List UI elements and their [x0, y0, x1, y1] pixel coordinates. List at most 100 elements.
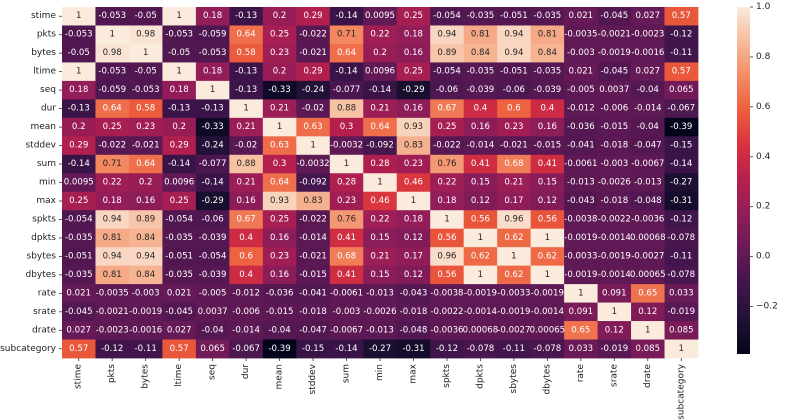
heatmap-cell-label: -0.021 — [299, 251, 327, 261]
heatmap-cell — [497, 302, 532, 322]
heatmap-cell-label: -0.013 — [366, 325, 394, 335]
heatmap-cell — [463, 265, 498, 285]
y-tick-label: min — [39, 178, 56, 188]
heatmap-cell-label: 1 — [76, 11, 81, 21]
heatmap-cell-label: 0.23 — [504, 122, 523, 132]
heatmap-cell — [664, 228, 699, 248]
heatmap-cell-label: -0.05 — [168, 48, 190, 58]
heatmap-cell-label: -0.003 — [600, 159, 628, 169]
heatmap-cell-label: -0.14 — [335, 11, 357, 21]
heatmap-cell — [497, 265, 532, 285]
heatmap-cell-label: 0.18 — [69, 85, 88, 95]
heatmap-cell — [530, 62, 565, 82]
heatmap-cell — [631, 265, 665, 285]
heatmap-cell-label: -0.31 — [670, 196, 692, 206]
heatmap-cell-label: -0.021 — [500, 141, 528, 151]
heatmap-cell — [162, 339, 197, 359]
heatmap-cell-label: -0.0016 — [129, 325, 162, 335]
heatmap-cell-label: -0.053 — [65, 30, 93, 40]
heatmap-cell-label: -0.048 — [634, 196, 662, 206]
heatmap-cell-label: 0.83 — [404, 141, 423, 151]
heatmap-cell-label: -0.0038 — [430, 288, 463, 298]
heatmap-cell-label: -0.035 — [165, 233, 193, 243]
heatmap-cell — [497, 136, 532, 156]
heatmap-cell-label: 0.76 — [437, 159, 456, 169]
heatmap-cell-label: 0.83 — [303, 196, 322, 206]
heatmap-cell — [631, 25, 665, 45]
heatmap-cell — [128, 117, 163, 137]
heatmap-cell-label: 0.2 — [373, 48, 387, 58]
heatmap-cell-label: 0.25 — [170, 196, 189, 206]
heatmap-cell-label: 0.085 — [635, 344, 660, 354]
heatmap-cell — [329, 210, 364, 230]
heatmap-cell-label: 0.84 — [538, 48, 557, 58]
heatmap-cell — [363, 154, 398, 174]
heatmap-cell — [62, 136, 96, 156]
heatmap-cell-label: -0.053 — [98, 67, 126, 77]
y-tick-label: bytes — [31, 48, 56, 58]
heatmap-cell — [229, 99, 264, 119]
heatmap-cell-label: 0.28 — [337, 178, 356, 188]
heatmap-cell — [95, 136, 130, 156]
heatmap-cell — [530, 302, 565, 322]
heatmap-cell — [564, 43, 598, 63]
heatmap-cell-label: 0.62 — [538, 251, 557, 261]
heatmap-cell — [195, 117, 230, 137]
heatmap-cell-label: 0.68 — [337, 251, 356, 261]
heatmap-cell — [530, 80, 565, 100]
heatmap-cell — [530, 136, 565, 156]
heatmap-cell-label: 0.57 — [170, 344, 189, 354]
heatmap-cell-label: 0.81 — [471, 30, 490, 40]
heatmap-cell — [664, 173, 699, 193]
x-tick-label: stddev — [308, 363, 318, 394]
heatmap-cell-label: -0.06 — [503, 85, 525, 95]
heatmap-cell-label: 0.4 — [239, 233, 253, 243]
heatmap-cell-label: -0.015 — [266, 307, 294, 317]
heatmap-cell — [262, 284, 297, 303]
heatmap-cell-label: 0.18 — [203, 67, 222, 77]
heatmap-cell — [262, 99, 297, 119]
heatmap-cell — [363, 339, 398, 359]
heatmap-cell-label: -0.13 — [235, 85, 257, 95]
heatmap-cell — [463, 339, 498, 359]
heatmap-cell-label: -0.005 — [199, 288, 227, 298]
heatmap-cell — [530, 43, 565, 63]
heatmap-cell-label: -0.018 — [600, 141, 628, 151]
heatmap-cell-label: -0.0027 — [497, 325, 530, 335]
heatmap-cell — [329, 80, 364, 100]
heatmap-cell — [530, 117, 565, 137]
heatmap-cell-label: 0.29 — [170, 141, 189, 151]
heatmap-cell — [229, 25, 264, 45]
heatmap-cell-label: -0.053 — [98, 11, 126, 21]
heatmap-cell — [564, 7, 598, 26]
heatmap-cell-label: 0.96 — [437, 251, 456, 261]
heatmap-cell — [95, 321, 130, 340]
heatmap-cell — [631, 7, 665, 26]
heatmap-cell — [497, 80, 532, 100]
heatmap-cell — [128, 321, 163, 340]
heatmap-cell — [597, 247, 632, 267]
heatmap-cell — [162, 154, 197, 174]
y-tick-label: subcategory — [0, 344, 57, 354]
heatmap-cell-label: 1 — [344, 159, 349, 169]
heatmap-cell-label: -0.054 — [433, 11, 461, 21]
heatmap-cell — [296, 43, 331, 63]
heatmap-cell-label: 1 — [545, 270, 550, 280]
heatmap-cell — [530, 284, 565, 303]
heatmap-cell-label: -0.11 — [135, 344, 157, 354]
heatmap-cell — [195, 339, 230, 359]
heatmap-cell — [430, 302, 465, 322]
heatmap-cell — [128, 247, 163, 267]
heatmap-cell-label: -0.0061 — [564, 159, 597, 169]
heatmap-cell — [262, 25, 297, 45]
heatmap-cell-label: 0.021 — [569, 11, 594, 21]
heatmap-cell — [497, 173, 532, 193]
heatmap-cell — [664, 191, 699, 211]
heatmap-cell — [530, 321, 565, 340]
heatmap-cell-label: 0.64 — [237, 30, 256, 40]
x-tick-label: rate — [576, 364, 586, 383]
heatmap-cell-label: -0.39 — [268, 344, 290, 354]
heatmap-cell — [463, 173, 498, 193]
x-tick-label: drate — [643, 364, 653, 388]
heatmap-cell — [195, 136, 230, 156]
